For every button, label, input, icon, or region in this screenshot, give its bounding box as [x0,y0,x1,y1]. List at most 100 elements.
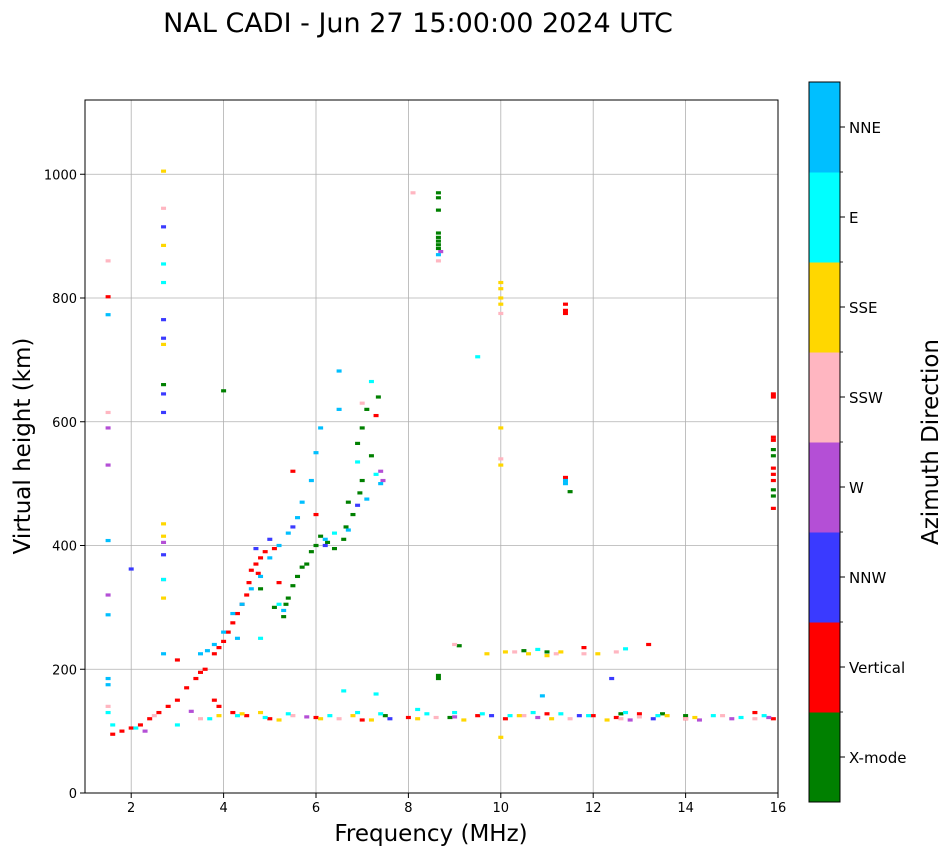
colorbar-tick-label: SSW [849,389,883,407]
data-point-ssw [410,191,416,195]
data-point-e [655,714,661,718]
data-point-e [710,714,716,718]
data-point-ssw [198,717,203,721]
data-point-sse [484,652,490,656]
data-point-sse [461,718,467,722]
data-point-x-mode [313,543,319,548]
data-point-sse [516,714,522,718]
data-point-sse [161,596,167,600]
data-point-vertical [562,308,568,312]
data-point-nne [221,630,227,634]
data-point-nne [105,313,111,317]
data-point-sse [498,302,504,306]
data-point-vertical [267,717,273,721]
colorbar-tick-label: NNW [849,569,886,587]
colorbar-swatch-vertical [809,622,840,713]
data-point-e [586,714,592,718]
data-point-vertical [313,512,319,517]
data-point-e [738,715,744,720]
data-point-e [207,717,213,721]
data-point-vertical [110,732,116,736]
data-point-e [234,714,240,718]
data-point-nne [239,602,245,606]
data-point-nne [299,500,305,504]
data-point-nne [322,537,328,541]
data-point-vertical [562,311,568,316]
data-point-ssw [498,311,504,316]
data-point-ssw [752,717,758,721]
data-point-x-mode [318,534,324,538]
data-point-vertical [184,686,190,690]
data-point-vertical [147,717,153,721]
data-point-ssw [512,650,518,654]
data-point-sse [498,296,504,300]
data-point-nne [198,652,203,656]
data-point-nne [308,478,314,483]
data-point-w [142,729,148,733]
data-point-w [188,709,194,713]
data-point-ssw [161,206,167,210]
x-tick-label: 10 [493,801,510,816]
data-point-w [380,478,386,483]
data-point-x-mode [618,712,624,716]
data-point-e [368,379,374,384]
data-point-x-mode [770,494,776,498]
data-point-nne [234,636,240,640]
data-point-nne [248,587,254,591]
data-point-sse [161,243,167,248]
data-point-x-mode [271,605,277,609]
data-point-x-mode [368,454,374,458]
data-point-x-mode [290,584,296,588]
data-point-ssw [553,652,559,656]
data-point-x-mode [521,649,527,653]
data-point-ssw [567,717,573,721]
data-point-e [373,472,379,476]
data-point-x-mode [435,246,441,251]
data-point-nnw [253,546,259,551]
data-point-vertical [198,670,203,674]
data-point-ssw [613,650,619,654]
data-point-nnw [489,714,495,718]
data-point-nne [105,676,111,681]
data-point-sse [239,712,245,716]
x-tick-label: 8 [404,801,412,816]
data-point-sse [161,342,167,347]
data-point-e [424,712,430,716]
data-point-nne [204,649,210,653]
data-point-e [161,280,167,285]
colorbar: X-mode Vertical NNW W SSW SSE E NNE [808,81,906,803]
data-point-x-mode [285,596,291,600]
data-point-e [355,460,361,464]
data-point-vertical [581,645,587,650]
data-point-e [378,712,384,716]
data-point-vertical [271,546,277,551]
data-point-ssw [452,642,458,647]
data-point-e [327,714,333,718]
data-point-nnw [322,543,328,548]
data-point-w [161,540,167,545]
data-point-e [623,647,629,651]
data-point-x-mode [258,587,264,591]
colorbar-swatch-e [809,172,840,263]
data-point-ssw [433,715,439,720]
data-point-x-mode [770,454,776,458]
data-point-vertical [770,478,776,483]
data-point-ssw [105,704,111,708]
data-point-vertical [359,718,365,722]
data-point-ssw [720,714,726,718]
data-point-x-mode [283,602,289,606]
plot-frame [84,99,779,794]
axes: 2 4 6 8 10 12 14 16 0 200 400 600 800 1000 [44,168,786,816]
data-point-nne [336,407,342,411]
data-point-vertical [770,395,776,399]
data-point-e [355,710,361,715]
data-point-vertical [216,645,222,650]
data-point-x-mode [375,395,381,399]
data-point-nne [295,516,301,520]
data-point-vertical [770,717,776,721]
data-point-vertical [262,550,268,554]
data-point-e [276,602,282,606]
data-point-nnw [161,553,167,557]
data-point-e [507,714,513,718]
colorbar-tick-label: SSE [849,299,878,317]
